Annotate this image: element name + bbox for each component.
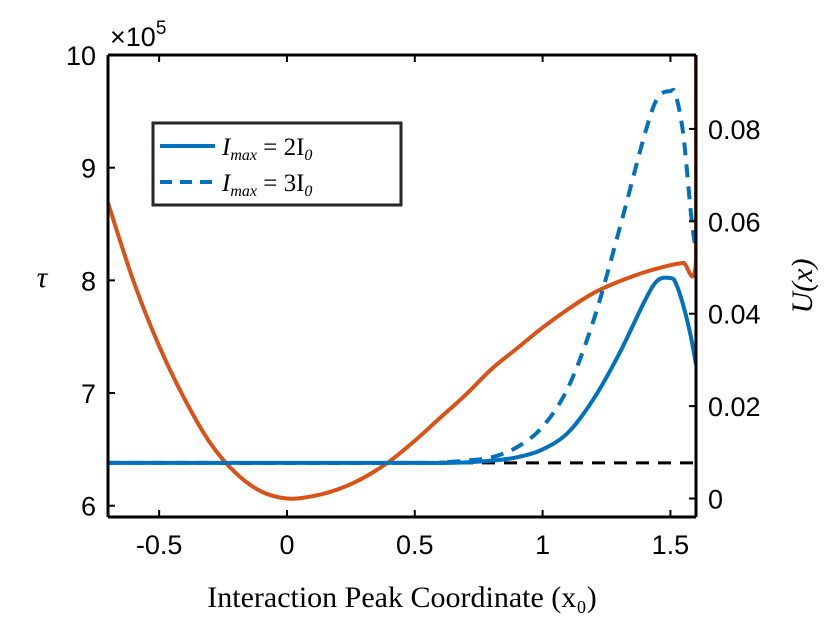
- legend-entry-2I0: Imax = 2I0: [221, 134, 312, 164]
- series-line-u-x: [108, 55, 696, 501]
- y-right-tick-label: 0: [708, 485, 723, 515]
- legend-box: [151, 121, 403, 207]
- y-left-multiplier: ×105: [110, 18, 166, 52]
- y-right-axis-label: U(x): [786, 259, 819, 314]
- x-axis-label: Interaction Peak Coordinate (x₀): [207, 581, 597, 614]
- legend: Imax = 2I0 Imax = 3I0: [151, 121, 403, 207]
- axes-frame: [106, 53, 698, 519]
- plot-lines: [108, 55, 696, 501]
- legend-entry-3I0: Imax = 3I0: [221, 170, 312, 200]
- y-right-tick-label: 0.08: [708, 115, 761, 145]
- y-right-tick-label: 0.04: [708, 300, 761, 330]
- x-tick-label: 0: [279, 530, 294, 560]
- y-right-tick-label: 0.02: [708, 392, 761, 422]
- x-tick-label: 1.5: [652, 530, 690, 560]
- ticks: -0.5 0 0.5 1 1.5 6 7 8 9 10 0 0.02 0.04 0.06 0.08: [66, 41, 761, 560]
- y-left-tick-label: 10: [66, 41, 96, 71]
- y-left-tick-label: 7: [81, 379, 96, 409]
- y-left-axis-label: τ: [37, 261, 49, 294]
- y-left-tick-label: 6: [81, 492, 96, 522]
- x-tick-label: 0.5: [396, 530, 434, 560]
- y-left-tick-label: 8: [81, 266, 96, 296]
- y-left-tick-label: 9: [81, 154, 96, 184]
- x-tick-label: -0.5: [136, 530, 183, 560]
- x-tick-label: 1: [535, 530, 550, 560]
- series-line-i-max-3i-0: [108, 87, 696, 465]
- series-line-i-max-2i-0: [108, 275, 696, 465]
- y-right-tick-label: 0.06: [708, 207, 761, 237]
